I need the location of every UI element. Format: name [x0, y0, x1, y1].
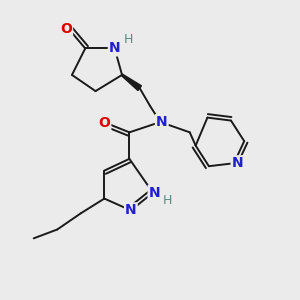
Text: N: N	[148, 186, 160, 200]
Text: H: H	[162, 194, 172, 207]
Text: H: H	[124, 33, 134, 46]
Polygon shape	[122, 74, 142, 91]
Text: N: N	[156, 115, 168, 129]
Text: N: N	[109, 41, 121, 56]
Text: O: O	[60, 22, 72, 36]
Text: O: O	[98, 116, 110, 130]
Text: N: N	[125, 203, 137, 218]
Text: N: N	[232, 156, 243, 170]
